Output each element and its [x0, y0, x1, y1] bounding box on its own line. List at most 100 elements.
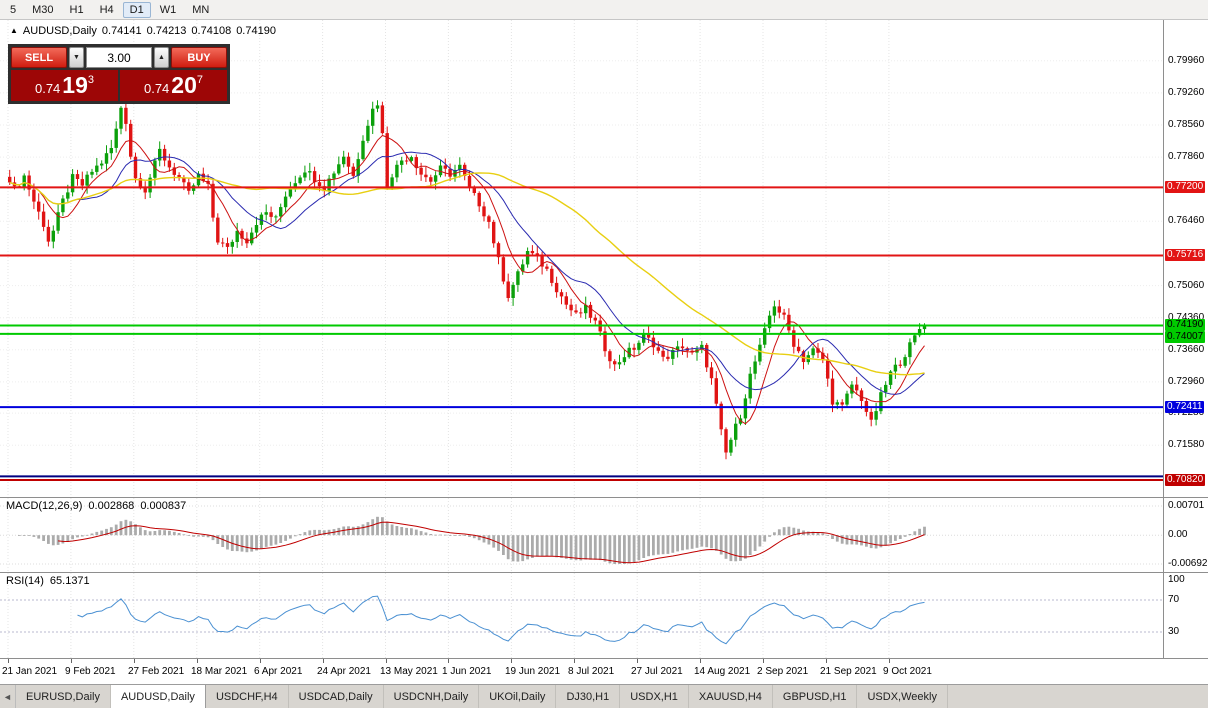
macd-axis-label: 0.00701 — [1168, 500, 1205, 511]
price-tick-label: 0.75060 — [1168, 280, 1205, 291]
time-tick — [386, 659, 387, 663]
price-axis[interactable]: 0.79960 0.79260 0.78560 0.77860 0.76460 0.750… — [1163, 20, 1208, 658]
chart-tab-xauusd-h4[interactable]: XAUUSD,H4 — [689, 685, 773, 708]
time-tick — [826, 659, 827, 663]
chart-header: ▲ AUDUSD,Daily 0.74141 0.74213 0.74108 0.7419… — [10, 25, 281, 37]
chart-tab-dj30-h1[interactable]: DJ30,H1 — [556, 685, 621, 708]
price-tick-label: 0.79960 — [1168, 55, 1205, 66]
time-tick — [260, 659, 261, 663]
time-tick — [889, 659, 890, 663]
price-badge: 0.72411 — [1165, 401, 1205, 413]
price-tick-label: 0.71580 — [1168, 439, 1205, 450]
date-label: 14 Aug 2021 — [694, 666, 751, 677]
timeframe-button-w1[interactable]: W1 — [159, 3, 177, 16]
chart-tab-ukoil-daily[interactable]: UKOil,Daily — [479, 685, 557, 708]
price-badge: 0.70820 — [1165, 474, 1206, 486]
price-badge: 0.77200 — [1165, 181, 1206, 193]
timeframe-button-m30[interactable]: M30 — [32, 3, 54, 16]
pane-separator[interactable] — [0, 572, 1208, 573]
date-label: 21 Sep 2021 — [820, 666, 877, 677]
volume-decrease-button[interactable]: ▼ — [69, 47, 84, 68]
date-label: 24 Apr 2021 — [317, 666, 371, 677]
time-tick — [637, 659, 638, 663]
date-label: 18 Mar 2021 — [191, 666, 248, 677]
sell-price-sup: 3 — [87, 74, 95, 86]
pane-separator[interactable] — [0, 658, 1208, 659]
ohlc-open: 0.74141 — [101, 25, 142, 37]
chart-symbol-label: AUDUSD,Daily — [22, 25, 97, 37]
chart-tab-gbpusd-h1[interactable]: GBPUSD,H1 — [773, 685, 858, 708]
chart-tab-usdx-h1[interactable]: USDX,H1 — [620, 685, 689, 708]
date-label: 9 Oct 2021 — [883, 666, 932, 677]
date-label: 9 Feb 2021 — [65, 666, 116, 677]
time-tick — [8, 659, 9, 663]
macd-value-main: 0.002868 — [88, 500, 135, 512]
buy-price-display[interactable]: 0.74 20 7 — [120, 70, 227, 101]
price-tick-label: 0.72960 — [1168, 376, 1205, 387]
macd-axis-label: -0.00692 — [1168, 558, 1208, 569]
chart-tab-usdx-weekly[interactable]: USDX,Weekly — [857, 685, 948, 708]
price-tick-label: 0.79260 — [1168, 87, 1205, 98]
rsi-pane[interactable] — [0, 573, 1163, 658]
time-tick — [197, 659, 198, 663]
time-tick — [448, 659, 449, 663]
sell-button[interactable]: SELL — [11, 47, 67, 68]
macd-label: MACD(12,26,9) 0.002868 0.000837 — [6, 500, 192, 512]
ohlc-high: 0.74213 — [146, 25, 187, 37]
time-axis[interactable]: 21 Jan 2021 9 Feb 2021 27 Feb 2021 18 Mar 2… — [0, 659, 1208, 684]
timeframe-button-h4[interactable]: H4 — [99, 3, 114, 16]
chart-tab-usdchf-h4[interactable]: USDCHF,H4 — [206, 685, 289, 708]
buy-price-prefix: 0.74 — [143, 81, 170, 96]
time-tick — [574, 659, 575, 663]
timeframe-toolbar: 5 M30 H1 H4 D1 W1 MN — [0, 0, 1208, 20]
chart-tab-usdcnh-daily[interactable]: USDCNH,Daily — [384, 685, 480, 708]
macd-pane[interactable] — [0, 498, 1163, 572]
rsi-axis-label: 70 — [1168, 594, 1180, 605]
date-label: 21 Jan 2021 — [2, 666, 58, 677]
rsi-value: 65.1371 — [49, 575, 90, 587]
ohlc-close: 0.74190 — [236, 25, 276, 37]
timeframe-button-h1[interactable]: H1 — [69, 3, 84, 16]
date-label: 27 Jul 2021 — [631, 666, 683, 677]
timeframe-button-mn[interactable]: MN — [192, 3, 210, 16]
chart-tabs-bar: ◄ EURUSD,Daily AUDUSD,Daily USDCHF,H4 USDCAD… — [0, 684, 1208, 708]
time-tick — [323, 659, 324, 663]
price-tick-label: 0.77860 — [1168, 151, 1205, 162]
buy-price-big: 20 — [171, 72, 197, 98]
price-tick-label: 0.73660 — [1168, 344, 1205, 355]
date-label: 13 May 2021 — [380, 666, 438, 677]
date-label: 6 Apr 2021 — [254, 666, 303, 677]
time-tick — [700, 659, 701, 663]
rsi-name: RSI(14) — [6, 575, 44, 587]
rsi-label: RSI(14) 65.1371 — [6, 575, 96, 587]
tab-scroll-left-button[interactable]: ◄ — [0, 685, 16, 708]
price-tick-label: 0.78560 — [1168, 119, 1205, 130]
time-tick — [763, 659, 764, 663]
buy-button[interactable]: BUY — [171, 47, 227, 68]
chart-tab-audusd-daily[interactable]: AUDUSD,Daily — [110, 685, 206, 708]
timeframe-button-5[interactable]: 5 — [10, 3, 17, 16]
timeframe-button-d1[interactable]: D1 — [122, 1, 151, 18]
price-badge: 0.75716 — [1165, 249, 1206, 261]
price-tick-label: 0.76460 — [1168, 215, 1205, 226]
buy-price-sup: 7 — [196, 74, 204, 86]
price-badge: 0.74190 — [1165, 319, 1206, 331]
sell-price-prefix: 0.74 — [34, 81, 61, 96]
volume-input[interactable]: 3.00 — [86, 47, 152, 68]
one-click-trading-panel: SELL ▼ 3.00 ▲ BUY 0.74 19 3 0.74 20 7 — [8, 44, 230, 104]
date-label: 2 Sep 2021 — [757, 666, 809, 677]
chart-tab-usdcad-daily[interactable]: USDCAD,Daily — [289, 685, 384, 708]
rsi-axis-label: 100 — [1168, 574, 1185, 585]
macd-axis-label: 0.00 — [1168, 529, 1188, 540]
ohlc-low: 0.74108 — [191, 25, 232, 37]
volume-increase-button[interactable]: ▲ — [154, 47, 169, 68]
macd-name: MACD(12,26,9) — [6, 500, 83, 512]
pane-separator[interactable] — [0, 497, 1208, 498]
price-tick-label: 0.74360 — [1168, 312, 1205, 323]
date-label: 1 Jun 2021 — [442, 666, 492, 677]
sell-price-display[interactable]: 0.74 19 3 — [11, 70, 118, 101]
date-label: 27 Feb 2021 — [128, 666, 185, 677]
macd-value-signal: 0.000837 — [140, 500, 187, 512]
chart-tab-eurusd-daily[interactable]: EURUSD,Daily — [16, 685, 111, 708]
